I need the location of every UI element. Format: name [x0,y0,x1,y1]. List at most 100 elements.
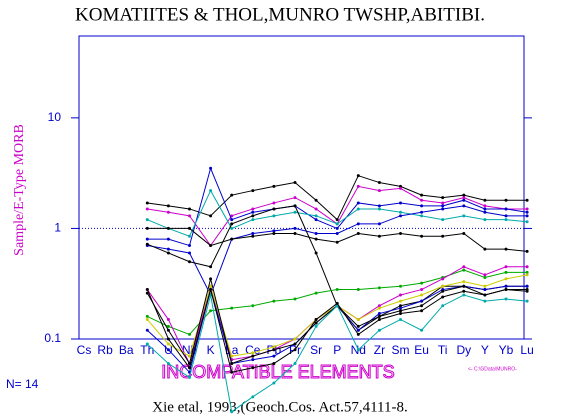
data-point [504,198,508,202]
data-point [166,237,170,241]
data-point [504,265,508,269]
x-tick-label: K [207,343,215,357]
data-point [293,362,297,366]
data-point [251,395,255,399]
data-point [335,226,339,230]
data-point [356,174,360,178]
data-point [462,280,466,284]
x-axis-label: INCOMPATIBLE ELEMENTS [161,362,394,382]
data-point [166,348,170,352]
data-point [314,321,318,325]
data-point [293,226,297,230]
data-point [483,247,487,251]
data-point [272,184,276,188]
data-point [209,189,213,193]
data-point [314,291,318,295]
data-point [441,295,445,299]
data-point [188,375,191,379]
data-point [504,277,508,281]
data-point [356,348,360,352]
data-point [420,293,424,297]
data-point [230,222,234,226]
data-point [230,362,234,366]
data-point [441,289,445,293]
data-point [145,218,149,222]
x-tick-label: Rb [97,343,113,357]
data-point [377,318,381,322]
data-point [314,214,318,218]
data-point [377,234,381,238]
data-point [399,293,402,297]
x-tick-label: Sm [392,343,410,357]
data-point [462,196,466,200]
data-point [377,207,381,211]
data-point [293,231,297,235]
data-point [314,198,318,202]
data-point [166,226,170,230]
data-point [356,184,360,188]
data-point [188,234,191,238]
data-point [293,348,297,352]
data-point [230,218,234,222]
data-point [251,214,255,218]
data-point [483,204,487,208]
data-point [525,214,529,218]
data-point [209,288,213,292]
data-point [272,229,276,233]
data-point [420,281,424,285]
data-point [272,201,276,205]
data-point [188,366,191,370]
data-point [188,207,191,211]
data-point [145,207,149,211]
data-point [420,234,424,238]
data-point [420,304,424,308]
x-tick-label: Sr [310,343,322,357]
data-point [293,337,297,341]
x-tick-label: P [333,343,341,357]
plot-frame [78,35,525,340]
data-point [335,240,339,244]
data-point [293,196,297,200]
data-point [356,222,360,226]
data-point [145,237,149,241]
data-point [209,244,213,248]
data-point [504,284,508,288]
data-point [377,314,381,318]
data-point [483,273,487,277]
data-point [462,231,466,235]
data-point [209,214,213,218]
data-point [272,207,276,211]
data-point [462,268,466,272]
data-point [251,218,255,222]
data-point [441,196,445,200]
x-tick-label: Y [481,343,489,357]
data-point [483,207,487,211]
data-point [504,207,508,211]
data-point [399,304,402,308]
data-point [462,289,466,293]
data-point [356,332,360,336]
data-point [483,198,487,202]
data-point [399,214,402,218]
x-tick-label: Lu [520,343,533,357]
data-point [251,231,255,235]
data-point [335,231,339,235]
data-point [420,214,424,218]
data-point [188,260,191,264]
data-point [166,328,170,332]
data-point [230,226,234,230]
y-tick-label: 10 [48,110,62,124]
data-point [272,345,276,349]
data-point [188,354,191,358]
data-point [525,289,529,293]
y-tick-label: 0.1 [44,331,61,345]
data-point [441,207,445,211]
data-point [314,231,318,235]
data-point [335,301,339,305]
data-point [188,226,191,230]
data-point [441,277,445,281]
data-point [525,265,529,269]
chart-title: KOMATIITES & THOL,MUNRO TWSHP,ABITIBI. [75,4,485,25]
data-point [399,318,402,322]
file-label: <- C:\GData\MUNRO- [468,366,517,372]
